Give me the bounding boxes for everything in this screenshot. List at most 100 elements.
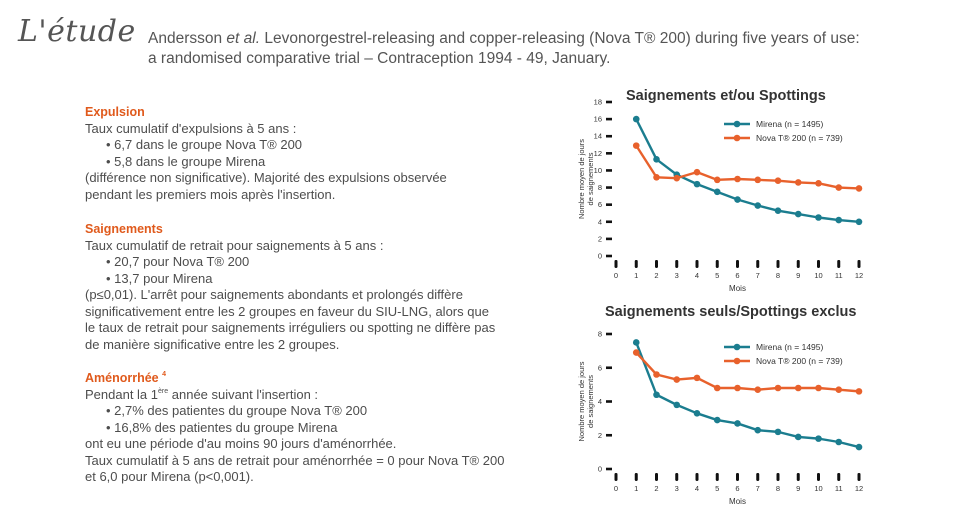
y-tick xyxy=(606,433,612,437)
list-item: 20,7 pour Nova T® 200 xyxy=(85,254,545,271)
x-tick xyxy=(796,260,800,268)
data-point xyxy=(855,218,863,226)
data-point xyxy=(713,416,721,424)
chart-title: Saignements seuls/Spottings exclus xyxy=(605,304,857,320)
legend-entry: Nova T® 200 (n = 739) xyxy=(756,133,843,143)
series-line xyxy=(635,351,860,393)
y-axis-label: de saignements xyxy=(586,152,595,205)
data-point xyxy=(794,179,802,186)
data-point xyxy=(653,156,660,163)
legend-marker xyxy=(733,343,741,351)
ordinal-sup: ère xyxy=(158,387,169,395)
x-tick-label: 1 xyxy=(634,484,638,493)
x-tick xyxy=(837,473,841,481)
data-point xyxy=(632,349,640,356)
data-point xyxy=(653,391,660,399)
data-point xyxy=(835,184,843,191)
x-tick xyxy=(756,260,760,268)
data-point xyxy=(693,168,701,176)
data-point xyxy=(713,176,721,184)
x-tick-label: 9 xyxy=(796,484,800,493)
data-point xyxy=(632,339,640,346)
x-tick xyxy=(715,260,719,268)
data-point xyxy=(734,384,741,392)
data-point xyxy=(855,388,863,395)
data-point xyxy=(774,384,782,392)
legend-marker xyxy=(733,357,741,365)
x-tick xyxy=(634,260,638,268)
data-point xyxy=(673,376,681,383)
header: L'étude – Andersson et al. Levonorgestre… xyxy=(18,14,968,74)
data-point xyxy=(713,188,721,196)
series-line xyxy=(635,342,860,449)
y-tick-label: 12 xyxy=(594,149,602,158)
header-dash: – xyxy=(122,31,131,48)
y-tick xyxy=(606,220,612,224)
x-tick-label: 11 xyxy=(835,484,843,493)
data-point xyxy=(693,374,701,382)
x-tick xyxy=(796,473,800,481)
y-tick-label: 0 xyxy=(598,465,602,474)
list-item: 13,7 pour Mirena xyxy=(85,271,545,288)
x-tick xyxy=(736,260,739,268)
section-title: Saignements xyxy=(85,222,163,236)
x-tick-label: 5 xyxy=(715,271,719,280)
section-text: ont eu une période d'au moins 90 jours d… xyxy=(85,436,397,451)
legend-marker xyxy=(733,120,741,128)
data-point xyxy=(794,384,802,392)
series-line xyxy=(635,118,860,223)
x-tick xyxy=(675,473,679,481)
data-point xyxy=(632,115,640,123)
list-item: 6,7 dans le groupe Nova T® 200 xyxy=(85,137,545,154)
data-point xyxy=(835,216,843,224)
footnote-ref: 4 xyxy=(162,371,167,378)
x-tick xyxy=(817,473,820,481)
ref-line1: Levonorgestrel-releasing and copper-rele… xyxy=(264,30,860,47)
data-point xyxy=(734,420,741,427)
data-point xyxy=(713,384,721,392)
y-tick xyxy=(606,152,612,155)
section-intro: Taux cumulatif de retrait pour saignemen… xyxy=(85,237,384,253)
x-tick xyxy=(756,473,760,481)
y-tick-label: 8 xyxy=(598,330,602,339)
section-text: (différence non significative). Majorité… xyxy=(85,170,447,185)
section-text: significativement entre les 2 groupes en… xyxy=(85,303,489,319)
x-tick-label: 0 xyxy=(614,271,618,280)
x-tick-label: 10 xyxy=(814,484,822,493)
x-tick xyxy=(837,260,841,268)
x-tick-label: 9 xyxy=(796,271,800,280)
y-tick-label: 2 xyxy=(598,431,602,440)
x-tick-label: 4 xyxy=(695,271,699,280)
section-text: le taux de retrait pour saignements irré… xyxy=(85,320,496,335)
y-axis-label: Nombre moyen de jours xyxy=(577,361,586,441)
data-point xyxy=(693,180,701,188)
ref-line2: a randomised comparative trial – Contrac… xyxy=(148,50,611,67)
data-point xyxy=(815,435,822,442)
y-tick xyxy=(606,400,612,403)
section-text: et 6,0 pour Mirena (p<0,001). xyxy=(85,469,254,484)
chart-title: Saignements et/ou Spottings xyxy=(626,88,826,104)
x-tick-label: 12 xyxy=(855,271,863,280)
x-tick-label: 11 xyxy=(835,271,843,280)
section-title-text: Aménorrhée xyxy=(85,371,159,385)
x-tick-label: 8 xyxy=(776,271,780,280)
x-tick xyxy=(715,473,719,481)
x-tick xyxy=(634,473,638,481)
data-point xyxy=(835,438,843,446)
data-point xyxy=(673,174,681,182)
section-text: pendant les premiers mois après l'insert… xyxy=(85,186,336,202)
data-point xyxy=(855,443,863,451)
series-line xyxy=(635,144,860,190)
x-axis-label: Mois xyxy=(729,284,746,293)
legend-entry: Nova T® 200 (n = 739) xyxy=(756,356,843,366)
data-point xyxy=(653,371,660,378)
y-tick xyxy=(606,254,612,258)
legend-marker xyxy=(733,134,741,142)
y-axis-label: Nombre moyen de jours xyxy=(577,139,586,219)
x-tick-label: 3 xyxy=(675,271,679,280)
x-tick xyxy=(655,260,658,268)
x-tick-label: 2 xyxy=(654,271,658,280)
reference: Andersson et al. Levonorgestrel-releasin… xyxy=(148,29,860,69)
